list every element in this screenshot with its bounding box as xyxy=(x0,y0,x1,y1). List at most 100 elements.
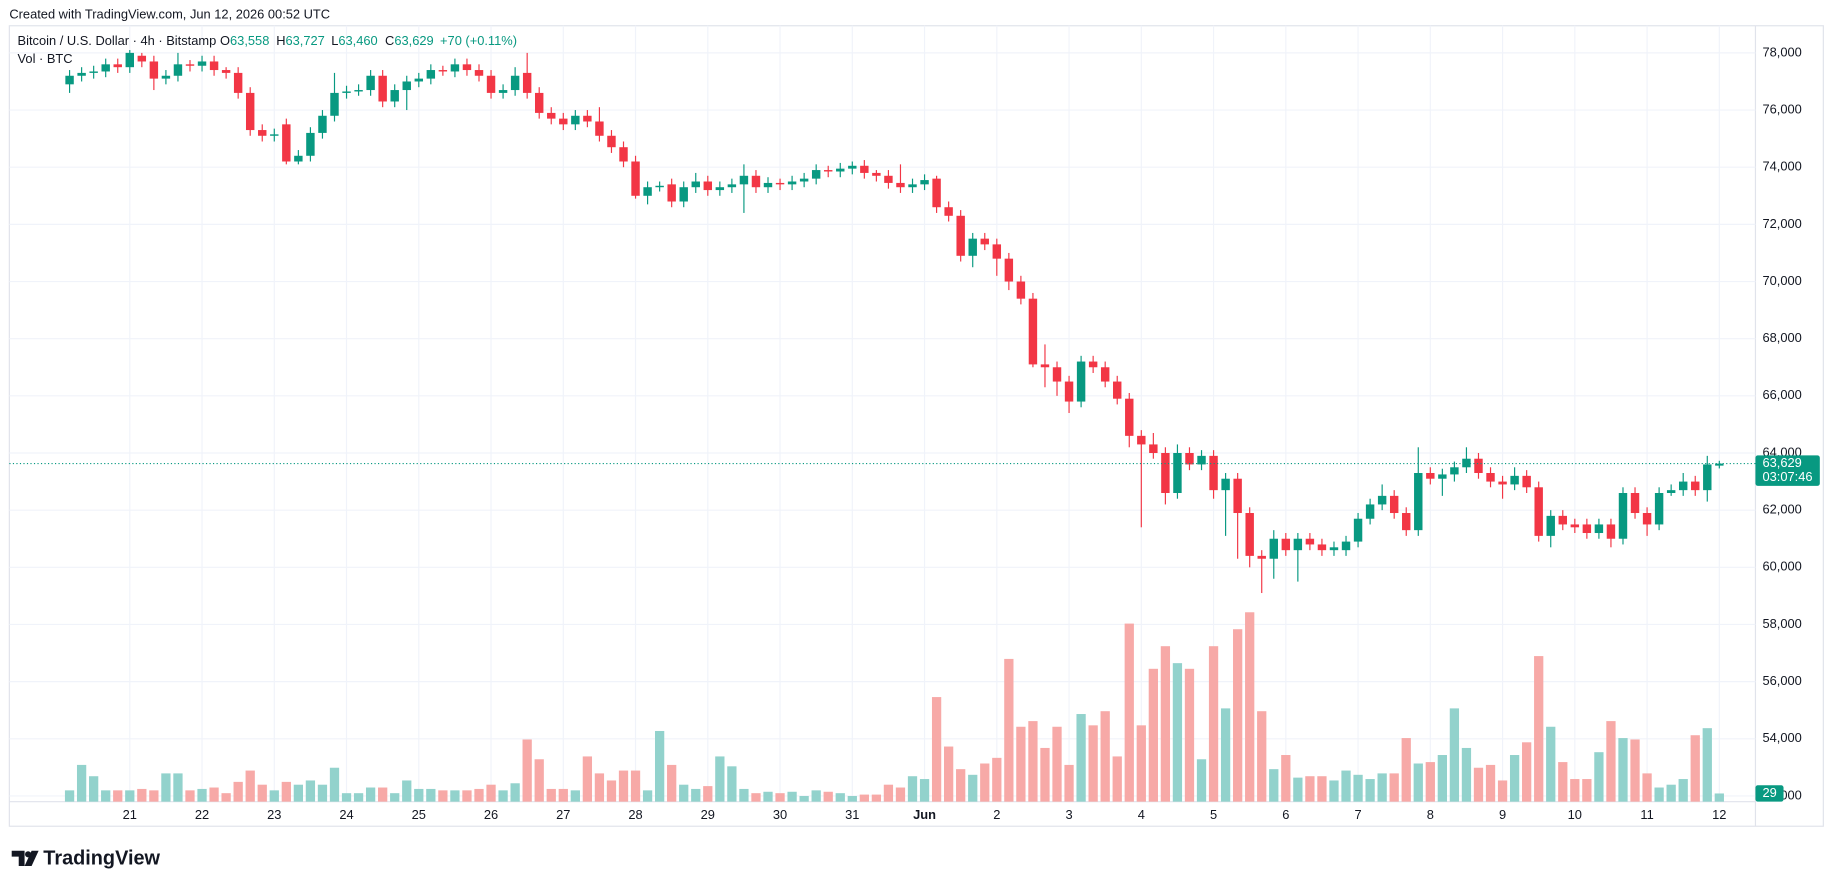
volume-bar xyxy=(1690,735,1700,802)
y-tick-label: 54,000 xyxy=(1762,730,1801,745)
candle-body xyxy=(1642,513,1652,525)
candle-body xyxy=(1365,504,1375,519)
candle-body xyxy=(1305,538,1315,545)
candle-body xyxy=(378,75,387,102)
volume-bar xyxy=(1666,784,1676,802)
candle-body xyxy=(245,92,255,131)
x-tick-label: 6 xyxy=(1282,807,1289,822)
candle-body xyxy=(330,92,339,116)
volume-bar xyxy=(1172,663,1183,802)
candle-body xyxy=(691,181,700,188)
candle-body xyxy=(1221,478,1230,491)
candle-body xyxy=(1161,452,1170,494)
legend-key: L xyxy=(331,34,338,49)
volume-bar xyxy=(1052,726,1062,802)
candle-body xyxy=(522,72,532,93)
volume-bar xyxy=(1305,776,1315,802)
volume-bar xyxy=(522,739,532,802)
candle-body xyxy=(414,78,424,82)
candle-body xyxy=(1462,458,1471,468)
volume-bar xyxy=(1088,725,1098,802)
y-tick-label: 62,000 xyxy=(1762,502,1801,517)
chart: Created with TradingView.com, Jun 12, 20… xyxy=(8,7,1824,869)
legend-key: O xyxy=(220,34,230,49)
candle-body xyxy=(534,92,544,113)
x-tick-label: 3 xyxy=(1065,807,1072,822)
volume-bar xyxy=(534,759,544,802)
candle-body xyxy=(462,64,472,71)
volume-bar xyxy=(558,788,568,802)
candle-body xyxy=(258,130,267,136)
volume-bar xyxy=(895,787,906,802)
volume-bar xyxy=(1257,711,1267,802)
volume-bar xyxy=(883,784,894,802)
candle-body xyxy=(1474,458,1483,474)
candle-body xyxy=(1486,473,1495,482)
volume-layer xyxy=(64,612,1724,802)
candle-body xyxy=(727,184,737,188)
candle-body xyxy=(426,70,436,79)
x-tick-label: 8 xyxy=(1427,807,1434,822)
volume-bar xyxy=(907,776,918,802)
x-tick-label: 12 xyxy=(1712,807,1726,822)
candle-body xyxy=(908,184,917,188)
candle-body xyxy=(209,61,219,71)
candle-body xyxy=(161,75,171,79)
candle-body xyxy=(65,75,74,85)
x-tick-label: 28 xyxy=(628,807,642,822)
candle-body xyxy=(101,64,110,72)
volume-bar xyxy=(329,767,340,802)
volume-tag xyxy=(1755,785,1784,802)
candle-body xyxy=(944,207,953,216)
y-tick-label: 74,000 xyxy=(1762,159,1801,174)
candle-body xyxy=(1076,361,1086,402)
volume-bar xyxy=(1497,780,1508,802)
candle-body xyxy=(1438,474,1447,479)
volume-bar xyxy=(510,783,520,802)
volume-bar xyxy=(1136,725,1146,802)
x-tick-label: 23 xyxy=(267,807,281,822)
candle-body xyxy=(1173,452,1182,494)
volume-bar xyxy=(149,790,159,802)
legend-value: 63,460 xyxy=(338,34,377,49)
volume-bar xyxy=(1160,646,1171,802)
legend-key: C xyxy=(385,34,394,49)
volume-bar xyxy=(763,791,773,802)
candle-body xyxy=(1414,473,1423,531)
candle-body xyxy=(197,61,207,66)
volume-bar xyxy=(1208,646,1219,802)
volume-bar xyxy=(1570,779,1580,802)
x-tick-label: 27 xyxy=(556,807,570,822)
volume-bar xyxy=(1220,708,1231,802)
volume-bar xyxy=(137,788,147,802)
x-tick-label: 2 xyxy=(993,807,1000,822)
candle-body xyxy=(583,115,592,122)
candle-body xyxy=(342,91,351,93)
volume-bar xyxy=(1546,726,1556,802)
volume-bar xyxy=(173,773,183,802)
volume-bar xyxy=(1618,738,1628,802)
candle-body xyxy=(1498,481,1507,485)
x-tick-label: 21 xyxy=(123,807,137,822)
legend-change: +70 (+0.11%) xyxy=(440,34,517,49)
volume-bar xyxy=(390,793,400,802)
y-tick-label: 66,000 xyxy=(1762,387,1801,402)
axis-labels: 52,00054,00056,00058,00060,00062,00064,0… xyxy=(123,44,1802,822)
candle-body xyxy=(390,90,399,102)
candle-body xyxy=(1522,475,1531,488)
volume-bar xyxy=(281,781,291,802)
volume-bar xyxy=(667,764,677,802)
logo: TradingView xyxy=(11,847,161,869)
volume-bar xyxy=(1413,763,1423,802)
y-tick-label: 56,000 xyxy=(1762,673,1801,688)
logo-mark xyxy=(11,850,39,867)
x-tick-label: 22 xyxy=(195,807,209,822)
volume-bar xyxy=(269,790,279,802)
y-tick-label: 60,000 xyxy=(1762,559,1801,574)
volume-bar xyxy=(341,793,352,802)
candle-body xyxy=(89,71,98,73)
candle-body xyxy=(1389,495,1399,514)
candle-body xyxy=(920,180,929,185)
candle-body xyxy=(173,64,183,76)
